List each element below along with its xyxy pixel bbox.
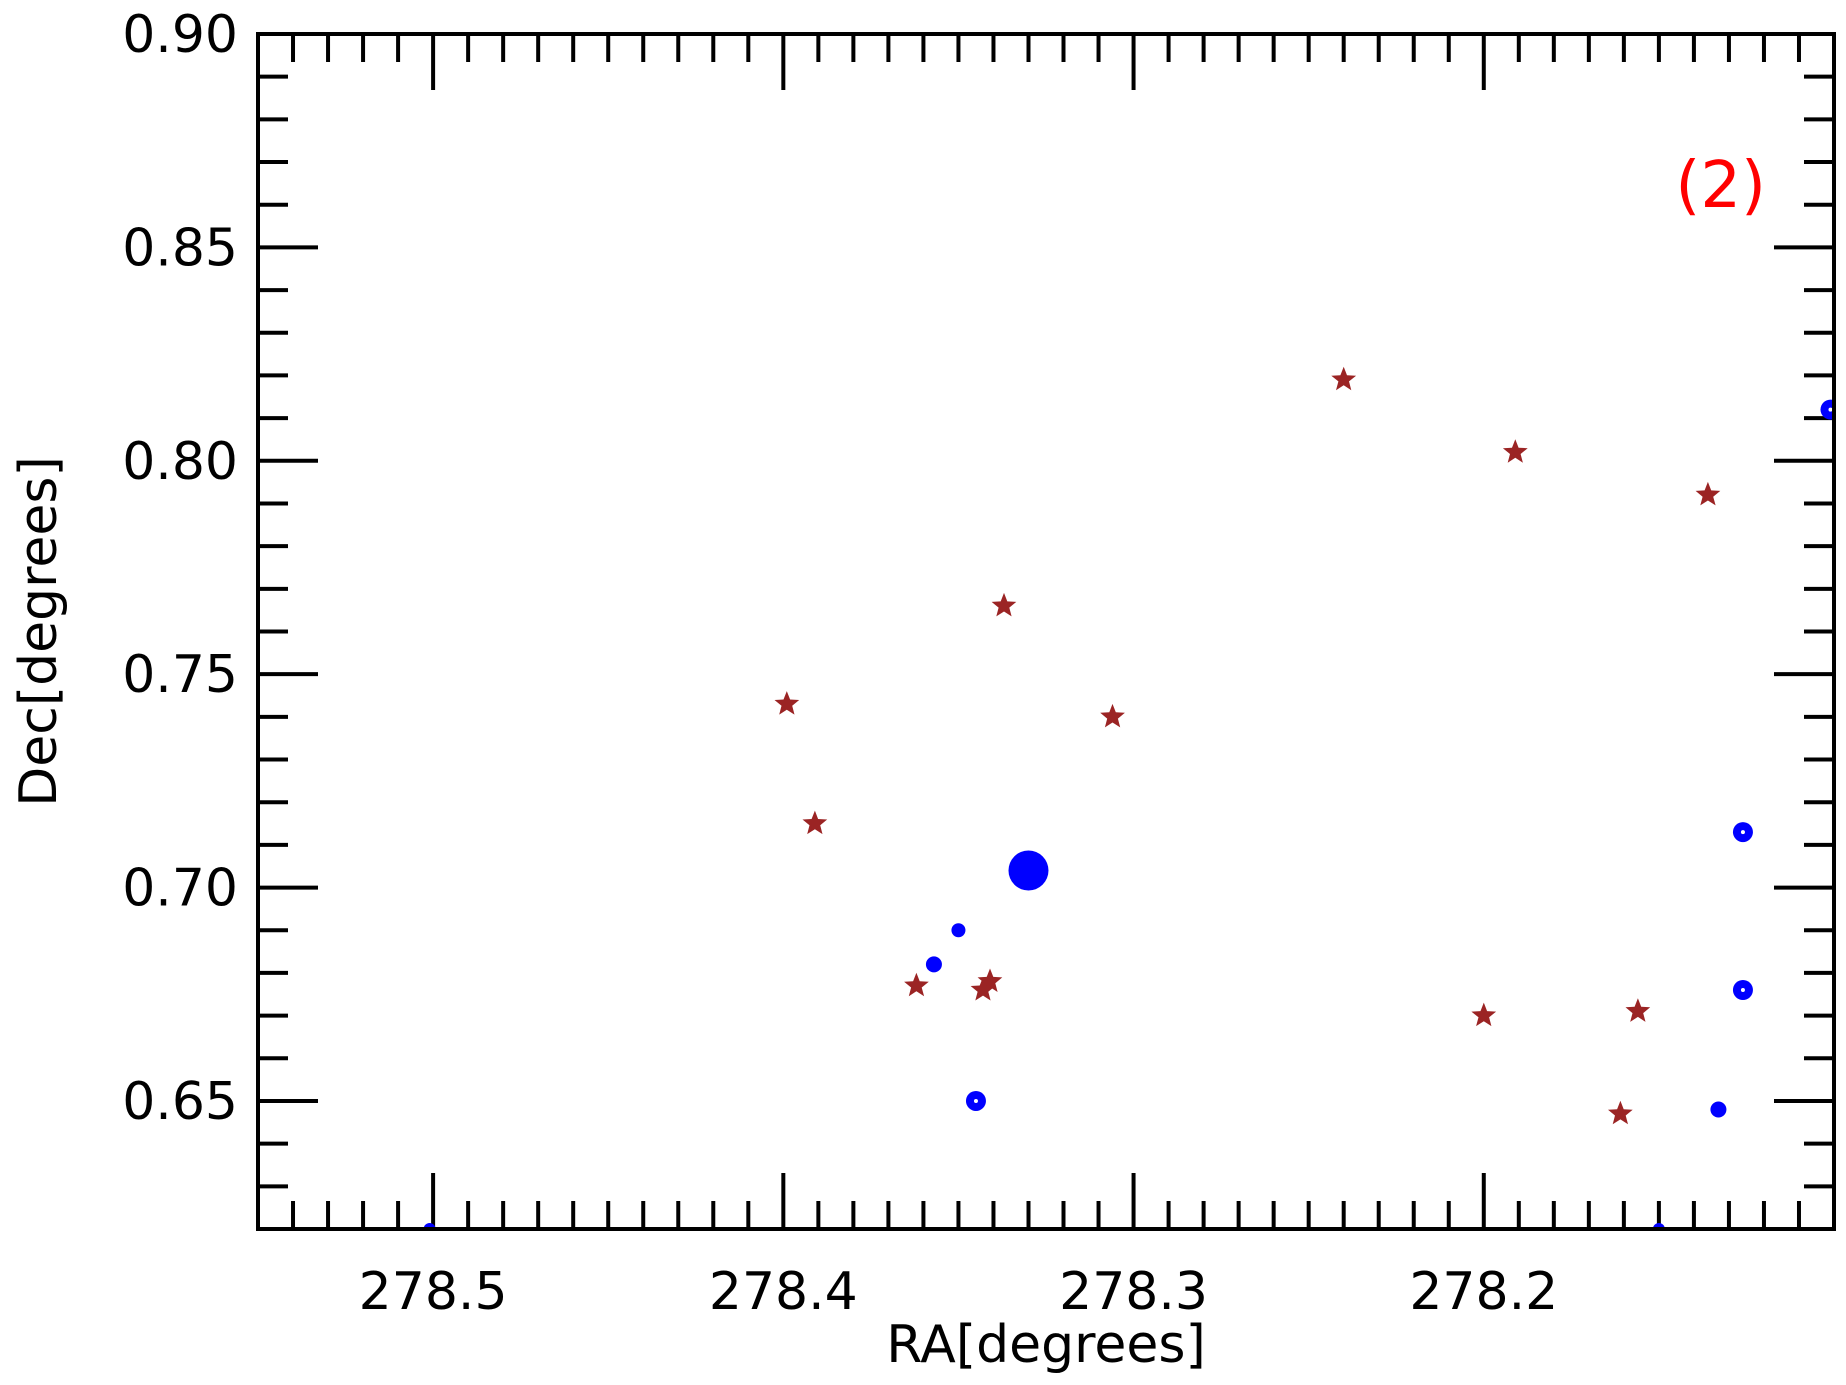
- star-point: [802, 810, 828, 835]
- tick-marks: [256, 32, 1836, 1231]
- circle-point: [925, 956, 942, 973]
- y-tick-label: 0.70: [122, 859, 238, 919]
- x-axis-title: RA[degrees]: [886, 1315, 1206, 1375]
- star-point: [970, 977, 996, 1001]
- y-tick-label: 0.75: [122, 645, 238, 705]
- circle-point-center: [1740, 830, 1745, 835]
- y-axis-title: Dec[degrees]: [9, 456, 69, 807]
- x-tick-label: 278.3: [1059, 1262, 1208, 1322]
- star-point: [1331, 366, 1357, 391]
- star-point: [977, 968, 1003, 992]
- circle-point-center: [1740, 988, 1745, 992]
- circle-point-center: [973, 1098, 978, 1103]
- x-tick-label: 278.5: [359, 1262, 508, 1322]
- y-tick-label: 0.90: [122, 5, 238, 65]
- star-point: [904, 972, 929, 997]
- star-point: [1625, 998, 1651, 1022]
- star-point: [1100, 703, 1125, 728]
- y-tick-label: 0.65: [122, 1072, 238, 1132]
- star-point: [1502, 439, 1528, 463]
- x-tick-labels: 278.5 278.4 278.3 278.2: [359, 1262, 1559, 1322]
- y-tick-label: 0.80: [122, 432, 238, 492]
- x-tick-label: 278.4: [709, 1262, 858, 1322]
- circle-point: [1710, 1101, 1727, 1118]
- x-tick-label: 278.2: [1409, 1262, 1558, 1322]
- panel-annotation: (2): [1675, 149, 1766, 223]
- star-point: [1608, 1100, 1633, 1125]
- star-point: [774, 691, 800, 715]
- star-point: [1695, 481, 1721, 506]
- y-tick-labels: 0.65 0.70 0.75 0.80 0.85 0.90: [122, 5, 238, 1132]
- plot-frame: [256, 32, 1836, 1231]
- data-points: [423, 366, 1834, 1229]
- star-point: [1471, 1002, 1497, 1027]
- circle-point: [1008, 850, 1049, 891]
- y-tick-label: 0.85: [122, 218, 238, 278]
- circle-point: [951, 923, 966, 938]
- star-point: [991, 592, 1017, 617]
- circle-point-center: [1828, 407, 1833, 412]
- circle-point: [1820, 399, 1834, 420]
